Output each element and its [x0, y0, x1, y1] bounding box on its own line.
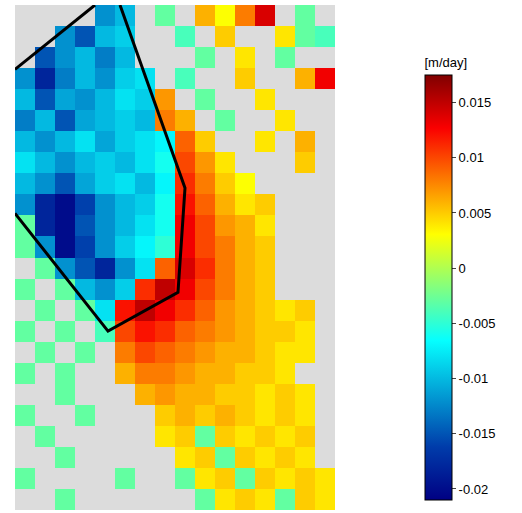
- svg-text:-0.02: -0.02: [459, 482, 489, 497]
- svg-text:0: 0: [459, 261, 466, 276]
- svg-text:0.01: 0.01: [459, 150, 484, 165]
- svg-text:0.015: 0.015: [459, 95, 492, 110]
- svg-text:0.005: 0.005: [459, 206, 492, 221]
- svg-text:-0.01: -0.01: [459, 371, 489, 386]
- svg-text:-0.015: -0.015: [459, 426, 496, 441]
- svg-text:-0.005: -0.005: [459, 316, 496, 331]
- svg-text:[m/day]: [m/day]: [425, 55, 468, 70]
